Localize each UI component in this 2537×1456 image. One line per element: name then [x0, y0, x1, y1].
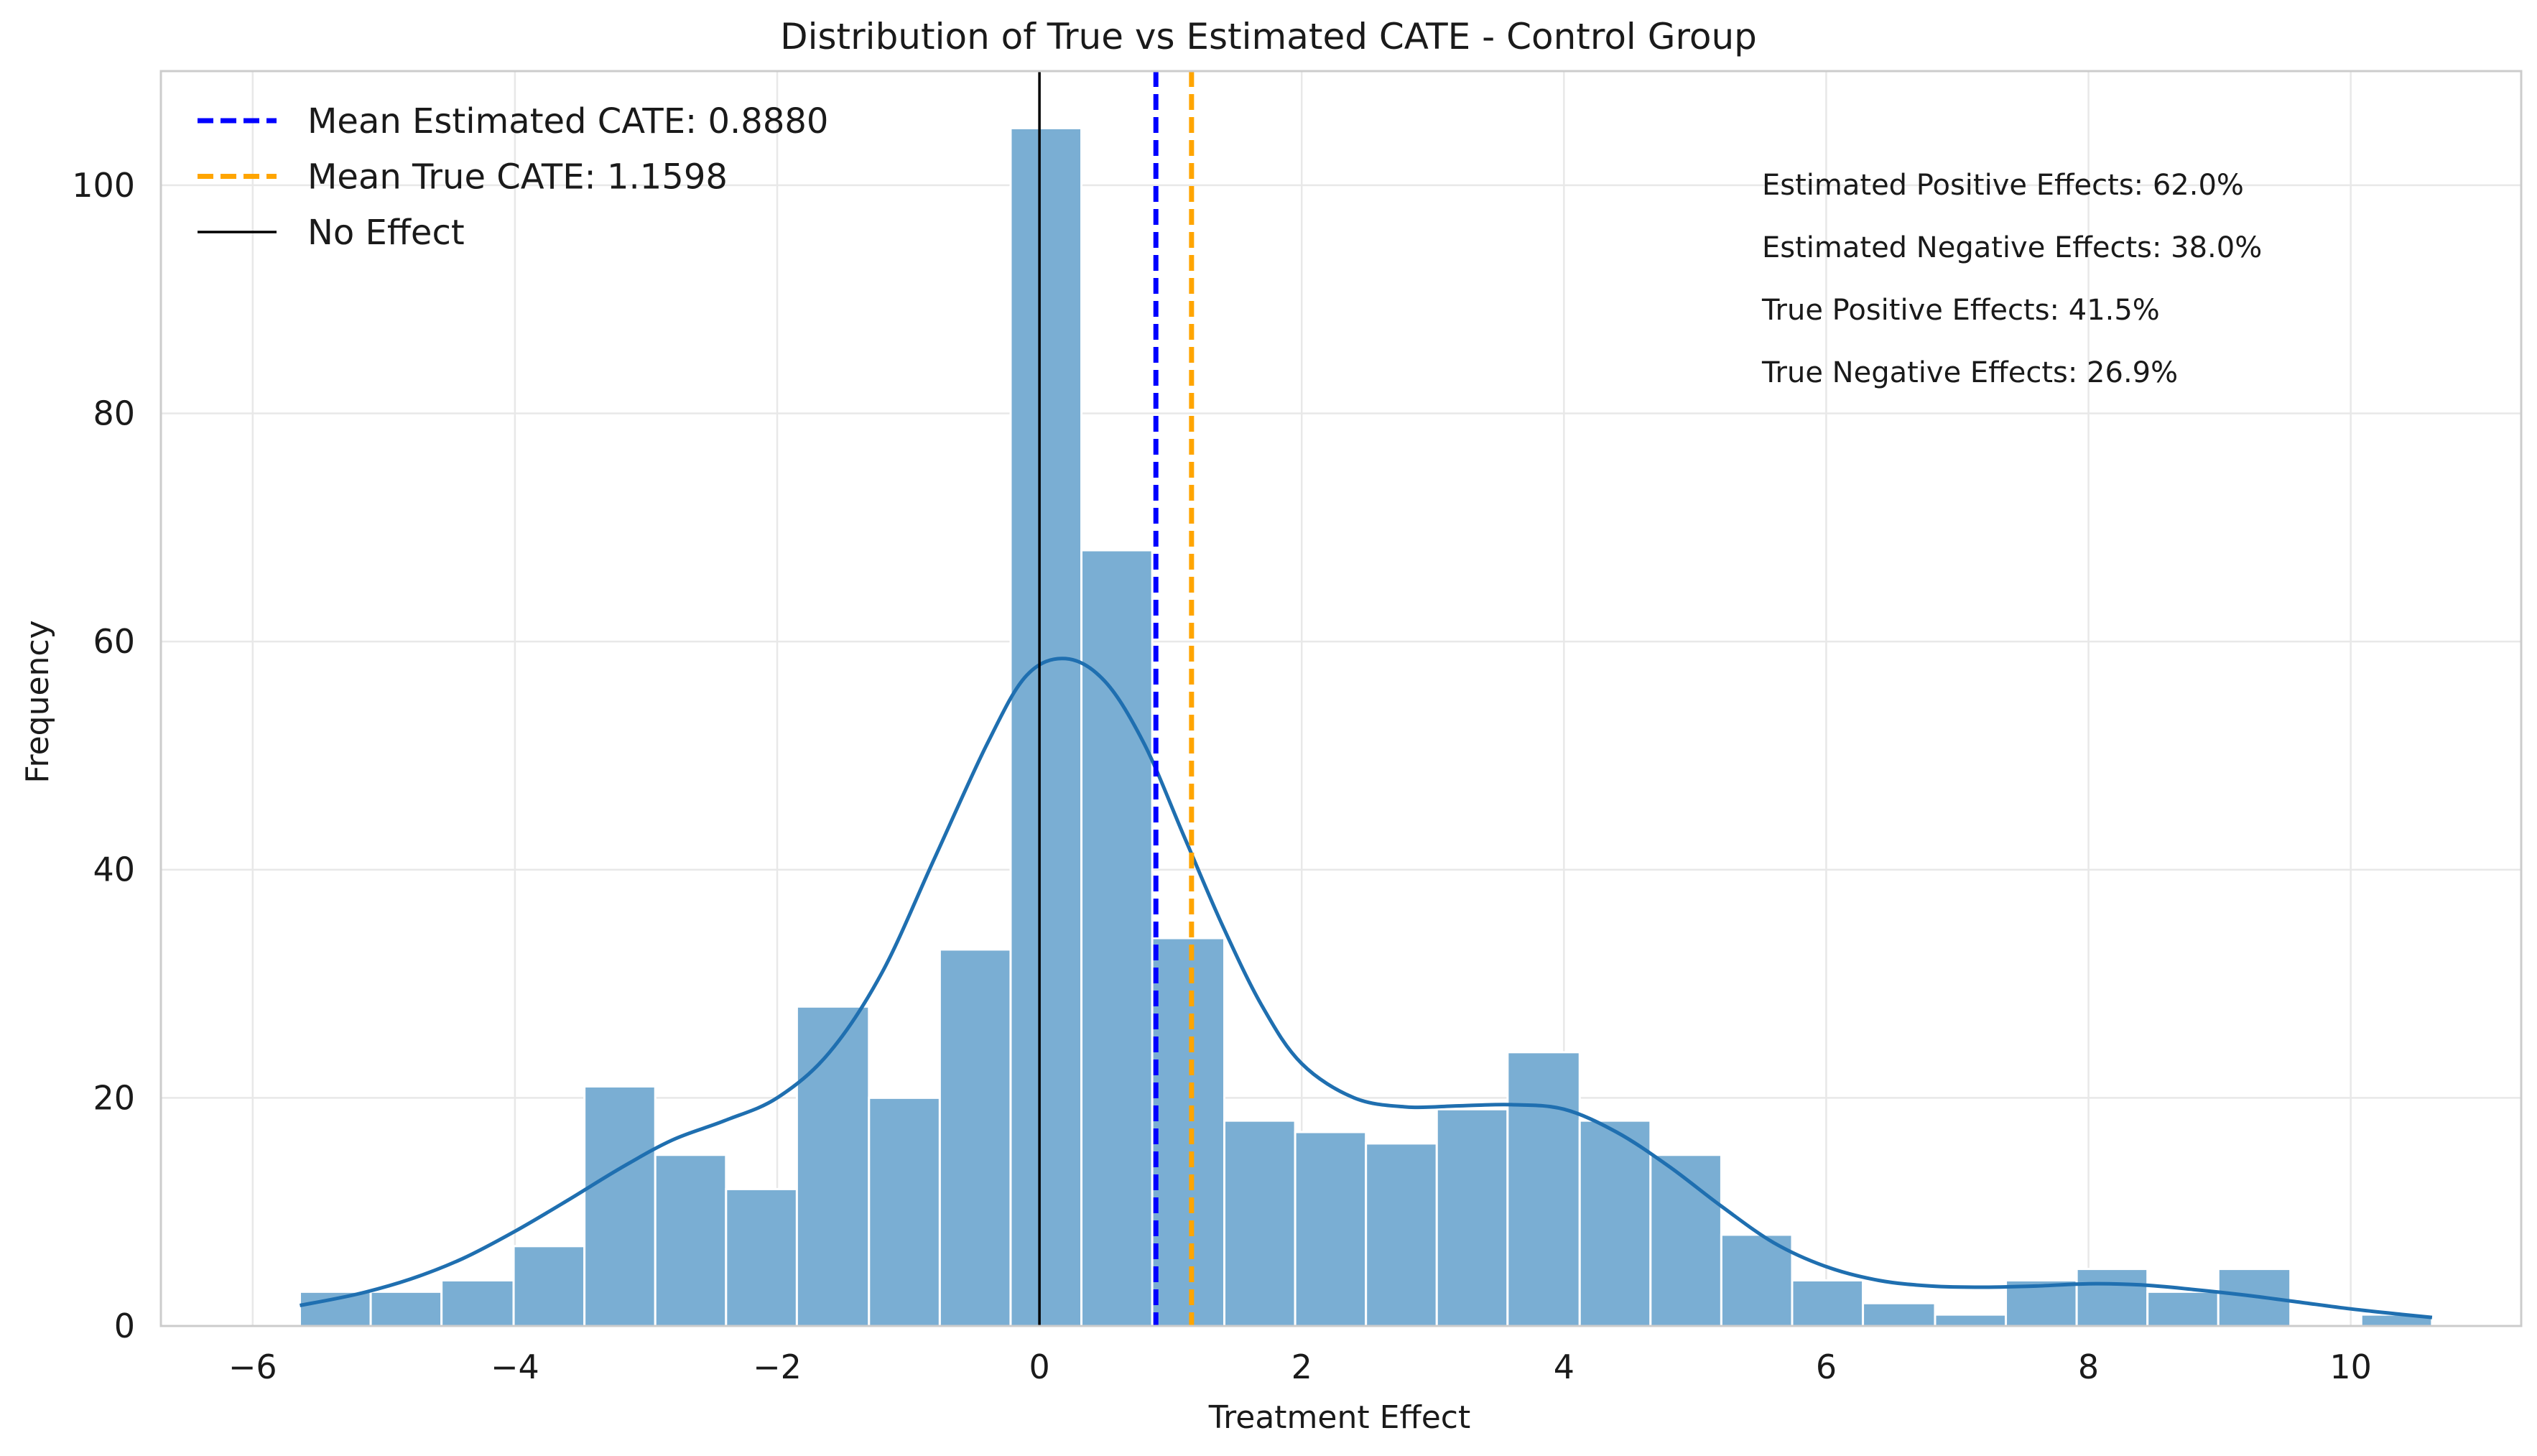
x-tick-label-0: −6	[228, 1348, 277, 1386]
histogram-bar-25	[2075, 1268, 2149, 1327]
y-axis-ticks: 0 20 40 60 80 100	[72, 166, 135, 1345]
histogram-bar-8	[868, 1096, 941, 1327]
histogram-bar-26	[2146, 1290, 2220, 1327]
histogram-bar-10	[1009, 126, 1083, 1327]
histogram-bar-16	[1435, 1108, 1509, 1327]
legend: Mean Estimated CATE: 0.8880 Mean True CAT…	[198, 101, 828, 253]
x-tick-label-1: −4	[491, 1348, 539, 1386]
histogram-bar-1	[369, 1290, 443, 1327]
histogram-bar-9	[938, 948, 1012, 1327]
x-tick-label-5: 4	[1554, 1348, 1574, 1386]
histogram-bar-13	[1223, 1119, 1297, 1327]
y-tick-label-2: 40	[93, 850, 135, 889]
annotation-2: True Positive Effects: 41.5%	[1761, 294, 2160, 327]
histogram-bar-7	[795, 1005, 871, 1327]
y-tick-label-4: 80	[93, 394, 135, 432]
x-tick-label-2: −2	[753, 1348, 802, 1386]
kde-curve	[300, 657, 2433, 1320]
histogram-bar-21	[1791, 1279, 1865, 1327]
x-axis-ticks: −6 −4 −2 0 2 4 6 8 10	[228, 1348, 2372, 1386]
histogram-bar-2	[440, 1279, 515, 1327]
histogram-bar-0	[299, 1290, 372, 1327]
x-tick-label-3: 0	[1029, 1348, 1049, 1386]
legend-label-2: No Effect	[307, 213, 465, 253]
x-tick-label-7: 8	[2078, 1348, 2099, 1386]
legend-label-0: Mean Estimated CATE: 0.8880	[307, 101, 828, 142]
annotation-3: True Negative Effects: 26.9%	[1761, 356, 2178, 389]
histogram-bar-11	[1080, 549, 1154, 1327]
chart-title: Distribution of True vs Estimated CATE -…	[780, 16, 1757, 57]
annotation-1: Estimated Negative Effects: 38.0%	[1762, 231, 2262, 264]
histogram-bar-18	[1578, 1119, 1652, 1327]
histogram-bar-15	[1365, 1142, 1438, 1327]
histogram-bar-5	[654, 1154, 728, 1327]
reference-lines	[1038, 71, 1195, 1326]
y-tick-label-0: 0	[114, 1307, 135, 1345]
histogram-bar-17	[1506, 1051, 1581, 1327]
y-axis-label: Frequency	[19, 620, 56, 783]
histogram-bar-14	[1294, 1131, 1368, 1327]
x-tick-label-4: 2	[1291, 1348, 1312, 1386]
x-axis-label: Treatment Effect	[1208, 1399, 1471, 1436]
histogram-bar-3	[512, 1245, 586, 1327]
legend-item-mean-estimated: Mean Estimated CATE: 0.8880	[198, 101, 828, 142]
x-tick-label-6: 6	[1816, 1348, 1837, 1386]
histogram-bar-23	[1934, 1313, 2008, 1327]
histogram-bar-6	[725, 1187, 798, 1327]
plot-frame	[159, 70, 2523, 1327]
legend-item-no-effect: No Effect	[198, 213, 465, 253]
y-tick-label-3: 60	[93, 622, 135, 661]
histogram-bar-22	[1862, 1302, 1937, 1327]
histogram-bar-12	[1151, 937, 1226, 1327]
annotation-0: Estimated Positive Effects: 62.0%	[1762, 169, 2244, 202]
kde-curve-group	[300, 657, 2433, 1320]
y-tick-label-5: 100	[72, 166, 135, 205]
effect-annotations: Estimated Positive Effects: 62.0% Estimat…	[1761, 169, 2262, 389]
histogram-bar-4	[583, 1085, 657, 1327]
x-tick-label-8: 10	[2329, 1348, 2372, 1386]
legend-item-mean-true: Mean True CATE: 1.1598	[198, 157, 728, 198]
y-tick-label-1: 20	[93, 1078, 135, 1117]
legend-label-1: Mean True CATE: 1.1598	[307, 157, 728, 198]
